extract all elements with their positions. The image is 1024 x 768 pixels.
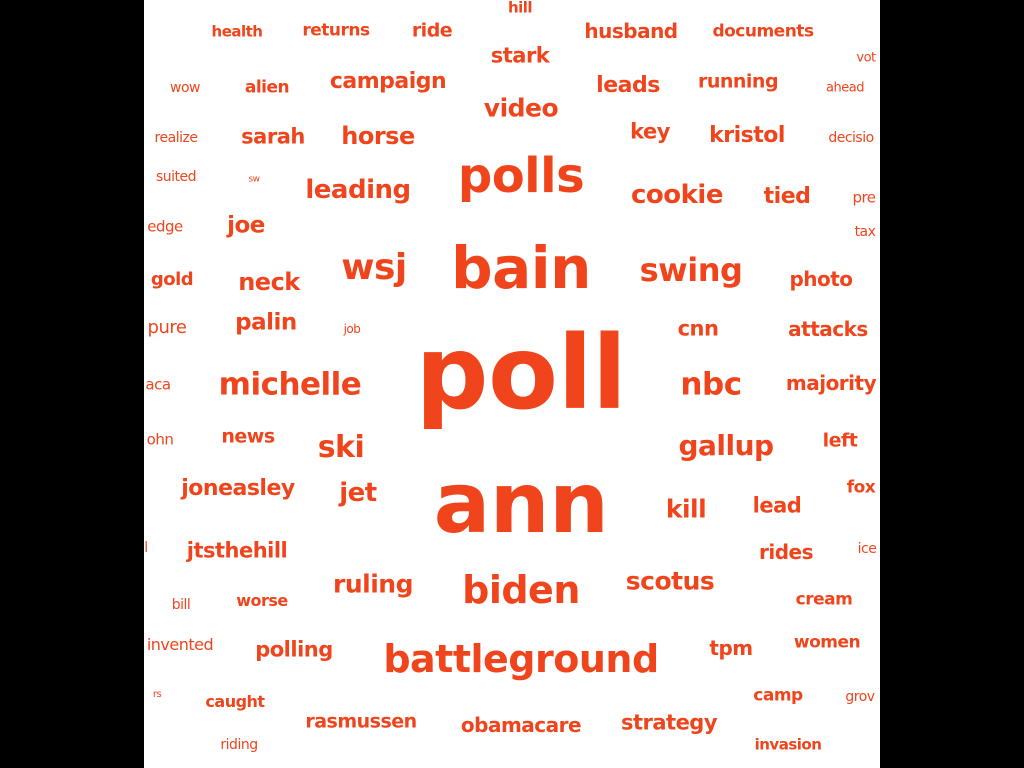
word-stark: stark — [490, 43, 550, 68]
word-polls: polls — [457, 148, 585, 204]
word-wow: wow — [170, 80, 200, 96]
word-rs: rs — [152, 689, 162, 700]
word-wsj: wsj — [341, 247, 407, 288]
word-gold: gold — [150, 269, 194, 290]
word-photo: photo — [789, 267, 853, 291]
word-bill: bill — [171, 597, 191, 613]
word-realize: realize — [154, 130, 198, 146]
word-sw: sw — [248, 174, 260, 185]
word-health: health — [211, 22, 263, 41]
word-running: running — [697, 70, 779, 93]
word-strategy: strategy — [620, 710, 718, 735]
word-video: video — [483, 93, 559, 123]
word-cloud: hill health returns ride husband documents sta… — [144, 0, 880, 768]
word-ohn: ohn — [146, 430, 174, 449]
word-husband: husband — [584, 19, 678, 43]
word-vot: vot — [856, 50, 876, 66]
word-women: women — [793, 632, 861, 653]
word-hill: hill — [507, 0, 533, 17]
word-ski: ski — [317, 430, 365, 465]
word-alien: alien — [244, 77, 290, 98]
word-worse: worse — [236, 591, 288, 610]
word-ride: ride — [411, 19, 453, 42]
word-ruling: ruling — [333, 569, 413, 599]
word-battleground: battleground — [383, 637, 659, 681]
word-job: job — [343, 322, 361, 336]
word-left: left — [822, 429, 858, 452]
word-tpm: tpm — [709, 636, 753, 660]
word-rides: rides — [758, 540, 814, 564]
word-camp: camp — [753, 685, 803, 706]
word-scotus: scotus — [625, 566, 715, 596]
word-aca: aca — [145, 375, 171, 394]
word-documents: documents — [712, 21, 814, 42]
word-key: key — [630, 119, 670, 144]
word-fox: fox — [846, 477, 876, 498]
word-invasion: invasion — [754, 735, 822, 754]
word-leads: leads — [596, 73, 660, 98]
word-pure: pure — [147, 317, 187, 338]
word-tied: tied — [763, 184, 811, 209]
word-joneasley: joneasley — [181, 476, 295, 501]
word-pre: pre — [852, 188, 876, 207]
word-bain: bain — [451, 234, 591, 302]
word-obamacare: obamacare — [460, 713, 582, 737]
word-sarah: sarah — [241, 124, 305, 149]
word-invented: invented — [146, 635, 214, 654]
word-cream: cream — [795, 589, 853, 610]
word-kill: kill — [665, 494, 707, 524]
word-joe: joe — [227, 212, 265, 239]
word-suited: suited — [155, 169, 197, 185]
word-gallup: gallup — [678, 429, 774, 462]
word-edge: edge — [147, 217, 183, 236]
word-lead: lead — [752, 493, 802, 518]
word-ice: ice — [857, 541, 877, 557]
word-michelle: michelle — [218, 366, 362, 403]
word-cnn: cnn — [677, 316, 719, 341]
word-jet: jet — [339, 478, 377, 508]
word-ann: ann — [433, 454, 609, 552]
word-caught: caught — [205, 692, 265, 711]
word-grov: grov — [845, 689, 875, 705]
word-ahead: ahead — [826, 80, 864, 96]
word-cookie: cookie — [631, 180, 723, 210]
word-swing: swing — [639, 251, 743, 289]
word-returns: returns — [302, 20, 370, 41]
word-tax: tax — [854, 224, 876, 240]
word-campaign: campaign — [329, 69, 447, 94]
word-palin: palin — [235, 309, 297, 336]
word-horse: horse — [341, 122, 415, 150]
word-majority: majority — [785, 371, 877, 395]
word-l: l — [144, 540, 148, 556]
word-decisio: decisio — [828, 130, 874, 146]
word-poll: poll — [415, 314, 627, 433]
word-kristol: kristol — [709, 123, 785, 148]
word-riding: riding — [220, 737, 258, 753]
word-jtsthehill: jtsthehill — [186, 538, 288, 563]
word-nbc: nbc — [680, 366, 742, 403]
word-rasmussen: rasmussen — [305, 710, 417, 733]
word-attacks: attacks — [788, 317, 868, 341]
word-leading: leading — [305, 175, 411, 205]
word-news: news — [221, 425, 275, 448]
word-polling: polling — [255, 637, 333, 662]
word-biden: biden — [462, 568, 580, 612]
word-neck: neck — [238, 268, 300, 296]
